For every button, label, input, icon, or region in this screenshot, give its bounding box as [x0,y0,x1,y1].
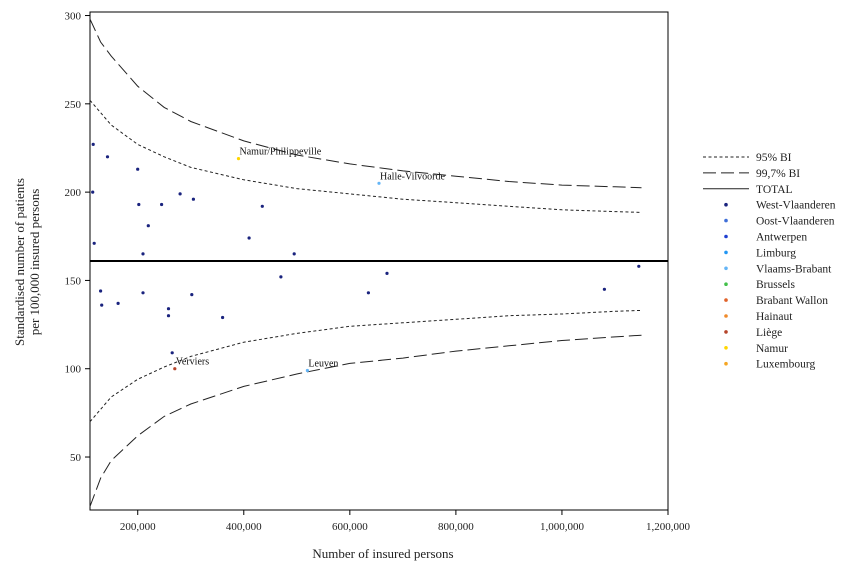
y-tick-label: 100 [65,364,82,376]
data-point [637,264,641,268]
legend-label: Namur [756,343,788,355]
x-tick-label: 800,000 [438,521,474,533]
legend-label: Oost-Vlaanderen [756,216,835,228]
x-axis: 200,000 400,000 600,000 800,000 1,000,000 1,2… [120,510,691,533]
data-point [178,192,182,196]
data-point [602,287,607,291]
legend-point-swatch [724,361,728,366]
point-label: Verviers [176,357,209,368]
data-point [160,202,164,207]
data-point [173,367,177,371]
legend-label: TOTAL [756,184,793,196]
data-point [116,301,120,305]
y-tick-label: 200 [65,187,82,199]
legend-label: 95% BI [756,152,792,164]
x-tick-label: 1,200,000 [646,521,691,533]
data-point [166,307,171,311]
data-point [221,315,225,320]
data-point [166,314,171,318]
point-label: Leuven [308,359,338,370]
legend-label: Brussels [756,279,796,291]
legend-point-swatch [724,250,728,255]
legend-label: Luxembourg [756,359,815,371]
legend-point-swatch [724,266,728,271]
y-tick-label: 300 [65,11,82,23]
y-tick-label: 50 [70,452,82,464]
data-point [146,224,150,228]
ci997-upper-line [89,18,642,189]
data-point [100,303,104,307]
confidence-lines [89,18,668,507]
y-axis-title-line-1: Standardised number of patients [12,178,27,346]
point-annotations: Namur/Philippeville Halle-Vilvoorde Vervie… [176,147,446,370]
data-points [91,142,641,373]
data-point [385,271,389,275]
data-point [99,289,103,293]
legend-label: Brabant Wallon [756,295,828,307]
legend-point-swatch [724,330,728,334]
legend-point-swatch [724,218,728,223]
data-point [190,293,194,297]
legend: 95% BI 99,7% BI TOTAL West-Vlaanderen Oost-V… [703,152,836,371]
ci997-lower-line [89,334,642,507]
data-point [136,167,140,171]
data-point [105,155,110,159]
x-tick-label: 200,000 [120,521,156,533]
data-point [92,241,96,245]
legend-label: Liège [756,327,782,339]
data-point [141,252,145,256]
data-point [260,204,264,208]
legend-label: Vlaams-Brabant [756,263,832,275]
data-point [366,291,370,295]
legend-label: Hainaut [756,311,793,323]
legend-label: 99,7% BI [756,168,800,180]
legend-point-swatch [724,314,728,318]
data-point [91,142,95,146]
legend-label: Limburg [756,247,796,259]
legend-label: Antwerpen [756,232,807,244]
data-point [141,291,145,295]
y-tick-label: 250 [65,99,82,111]
data-point [191,197,195,201]
y-tick-label: 150 [65,275,82,287]
legend-label: West-Vlaanderen [756,200,836,212]
legend-point-swatch [724,346,728,350]
point-label: Halle-Vilvoorde [380,171,445,182]
x-axis-title: Number of insured persons [312,546,453,561]
data-point [247,236,251,240]
legend-point-swatch [724,202,728,207]
data-point [170,351,174,355]
y-axis: 50 100 150 200 250 300 [65,11,90,464]
data-point [279,275,283,279]
data-point [377,181,381,185]
legend-point-swatch [724,282,728,287]
legend-point-swatch [724,234,728,239]
data-point [292,252,296,256]
data-point [91,190,95,194]
y-axis-title-line-2: per 100,000 insured persons [27,189,42,336]
x-tick-label: 600,000 [332,521,368,533]
data-point [236,157,241,161]
data-point [137,202,141,207]
point-label: Namur/Philippeville [240,147,322,158]
data-point [305,368,309,373]
x-tick-label: 400,000 [226,521,262,533]
legend-point-swatch [724,298,728,302]
x-tick-label: 1,000,000 [540,521,585,533]
